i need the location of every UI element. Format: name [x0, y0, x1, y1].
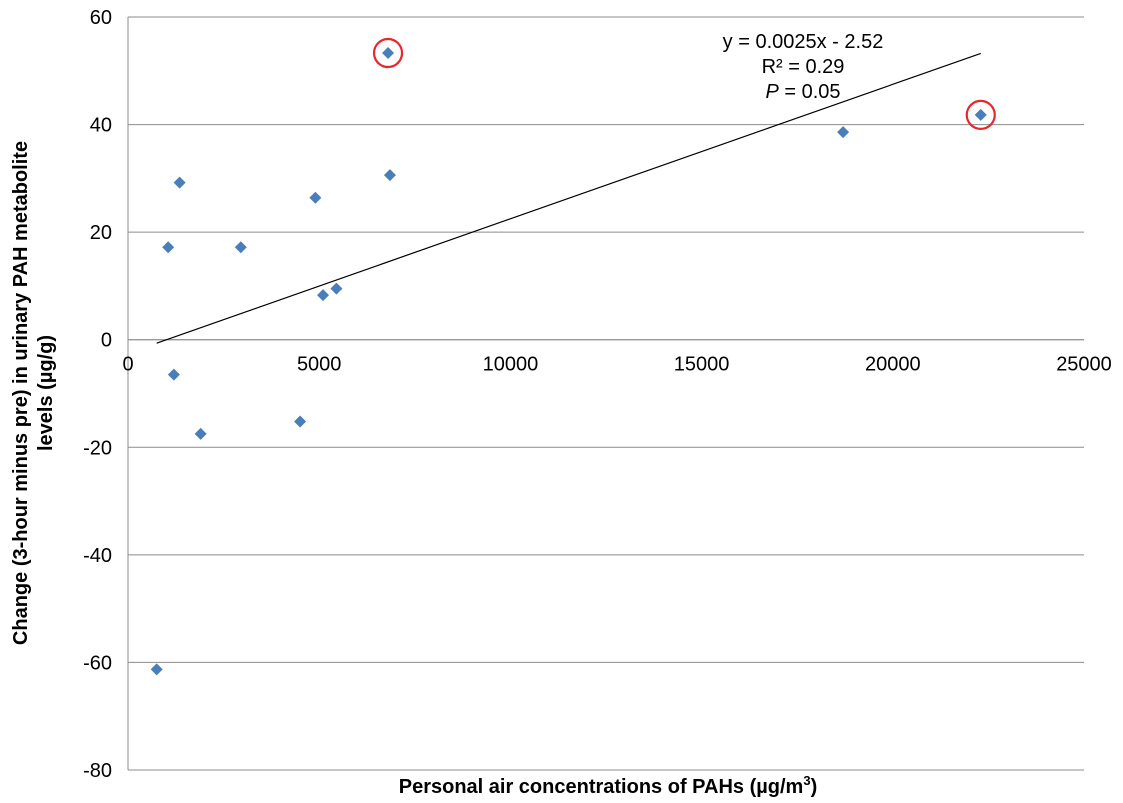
data-point-9: [317, 289, 330, 302]
x-tick-label-5: 25000: [1056, 354, 1112, 376]
trendline: [156, 52, 981, 344]
data-points: [150, 47, 987, 676]
y-tick-label-1: -60: [83, 652, 112, 674]
x-axis-title: Personal air concentrations of PAHs (µg/…: [399, 773, 817, 798]
x-tick-label-1: 5000: [297, 354, 342, 376]
x-tick-labels: 0 5000 10000 15000 20000 25000: [122, 354, 1111, 376]
y-tick-label-0: -80: [83, 760, 112, 782]
data-point-2: [837, 126, 850, 139]
y-tick-labels: -80 -60 -40 -20 0 20 40 60: [83, 7, 112, 782]
data-point-4: [173, 176, 186, 189]
highlight-circles: [372, 37, 996, 130]
y-tick-label-7: 60: [90, 7, 112, 29]
data-point-12: [294, 415, 307, 428]
highlight-circle-1: [965, 99, 996, 130]
grid-lines: [127, 16, 1084, 771]
x-tick-label-2: 10000: [483, 354, 539, 376]
trend-equation: y = 0.0025x - 2.52: [723, 31, 884, 53]
x-tick-label-4: 20000: [865, 354, 921, 376]
x-axis-title-end: ): [811, 776, 818, 798]
data-point-10: [167, 368, 180, 381]
data-point-7: [234, 241, 247, 254]
data-point-11: [194, 427, 207, 440]
trend-p-value: P = 0.05: [765, 81, 840, 103]
y-axis-title-line2: levels (µg/g): [35, 335, 57, 451]
data-point-6: [162, 241, 175, 254]
data-point-3: [383, 169, 396, 182]
y-tick-label-2: -40: [83, 545, 112, 567]
data-point-1: [974, 108, 987, 121]
trend-r-squared: R² = 0.29: [762, 56, 845, 78]
y-axis-title-line1: Change (3-hour minus pre) in urinary PAH…: [10, 141, 32, 645]
y-tick-label-5: 20: [90, 222, 112, 244]
data-point-8: [330, 282, 343, 295]
highlight-circle-0: [372, 37, 404, 69]
y-tick-label-3: -20: [83, 437, 112, 459]
y-tick-label-6: 40: [90, 115, 112, 137]
data-point-13: [150, 663, 163, 676]
data-point-5: [309, 191, 322, 204]
x-tick-label-0: 0: [122, 354, 133, 376]
y-tick-label-4: 0: [101, 330, 112, 352]
trend-p-rest: = 0.05: [779, 81, 841, 103]
trend-p-symbol: P: [765, 81, 779, 103]
x-tick-label-3: 15000: [674, 354, 730, 376]
x-axis-title-superscript: 3: [803, 773, 810, 788]
data-point-0: [382, 47, 395, 60]
x-axis-title-main: Personal air concentrations of PAHs (µg/…: [399, 776, 804, 798]
trendline-group: [156, 52, 981, 344]
